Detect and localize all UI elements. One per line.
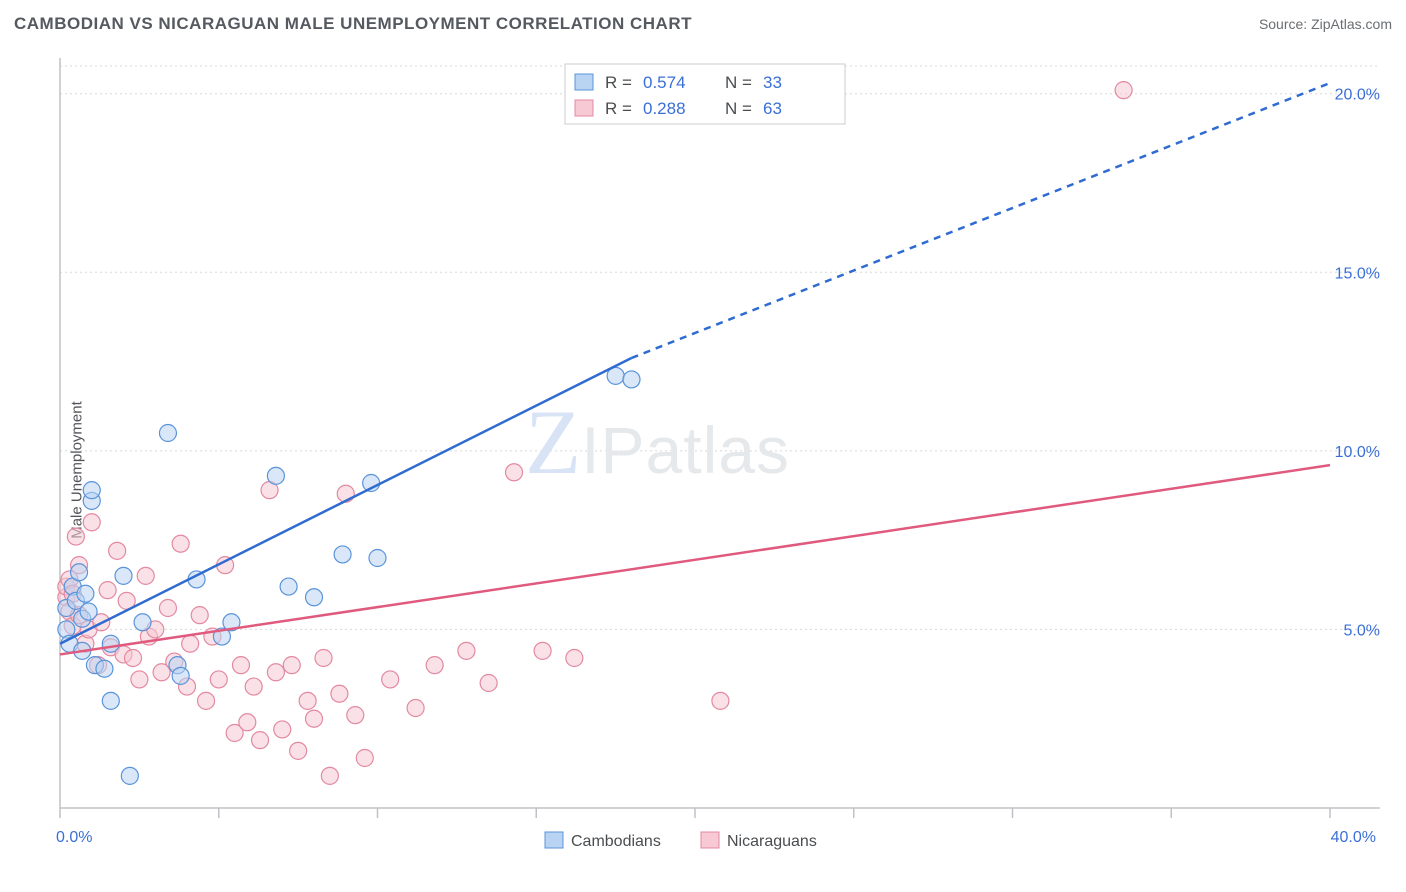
data-point-nicaraguans — [125, 650, 142, 667]
data-point-cambodians — [102, 692, 119, 709]
data-point-nicaraguans — [172, 535, 189, 552]
data-point-nicaraguans — [331, 685, 348, 702]
x-tick-label: 40.0% — [1331, 829, 1376, 846]
legend-r-value-nicaraguans: 0.288 — [643, 99, 686, 118]
data-point-nicaraguans — [426, 657, 443, 674]
chart-source: Source: ZipAtlas.com — [1259, 16, 1392, 32]
data-point-cambodians — [334, 546, 351, 563]
data-point-cambodians — [115, 567, 132, 584]
legend-swatch-nicaraguans — [575, 100, 593, 116]
data-point-cambodians — [623, 371, 640, 388]
legend-r-label: R = — [605, 73, 632, 92]
data-point-nicaraguans — [382, 671, 399, 688]
data-point-nicaraguans — [159, 600, 176, 617]
data-point-nicaraguans — [566, 650, 583, 667]
data-point-cambodians — [77, 585, 94, 602]
chart-header: CAMBODIAN VS NICARAGUAN MALE UNEMPLOYMEN… — [14, 14, 1392, 34]
data-point-nicaraguans — [1115, 82, 1132, 99]
legend-n-value-nicaraguans: 63 — [763, 99, 782, 118]
data-point-nicaraguans — [83, 514, 100, 531]
data-point-nicaraguans — [210, 671, 227, 688]
data-point-nicaraguans — [245, 678, 262, 695]
source-name: ZipAtlas.com — [1311, 16, 1392, 32]
data-point-nicaraguans — [290, 742, 307, 759]
bottom-legend-label-nicaraguans: Nicaraguans — [727, 833, 817, 850]
data-point-nicaraguans — [99, 582, 116, 599]
data-point-nicaraguans — [356, 750, 373, 767]
legend-n-value-cambodians: 33 — [763, 73, 782, 92]
data-point-cambodians — [159, 425, 176, 442]
chart-area: Male Unemployment ZIPatlas0.0%40.0%5.0%1… — [0, 48, 1406, 892]
data-point-cambodians — [80, 603, 97, 620]
data-point-nicaraguans — [480, 675, 497, 692]
legend-swatch-cambodians — [575, 74, 593, 90]
data-point-cambodians — [172, 667, 189, 684]
bottom-legend-label-cambodians: Cambodians — [571, 833, 661, 850]
chart-title: CAMBODIAN VS NICARAGUAN MALE UNEMPLOYMEN… — [14, 14, 692, 34]
data-point-nicaraguans — [274, 721, 291, 738]
data-point-nicaraguans — [299, 692, 316, 709]
y-tick-label: 5.0% — [1344, 622, 1380, 639]
legend-r-value-cambodians: 0.574 — [643, 73, 686, 92]
bottom-legend-swatch-cambodians — [545, 832, 563, 848]
trend-line-cambodians — [60, 358, 632, 644]
data-point-nicaraguans — [267, 664, 284, 681]
data-point-cambodians — [369, 550, 386, 567]
data-point-nicaraguans — [191, 607, 208, 624]
x-tick-label: 0.0% — [56, 829, 92, 846]
data-point-nicaraguans — [306, 710, 323, 727]
data-point-nicaraguans — [232, 657, 249, 674]
data-point-nicaraguans — [109, 542, 126, 559]
data-point-cambodians — [306, 589, 323, 606]
data-point-nicaraguans — [321, 767, 338, 784]
data-point-nicaraguans — [407, 700, 424, 717]
data-point-cambodians — [121, 767, 138, 784]
watermark: ZIPatlas — [525, 391, 790, 493]
data-point-nicaraguans — [252, 732, 269, 749]
data-point-nicaraguans — [239, 714, 256, 731]
trend-line-nicaraguans — [60, 465, 1330, 654]
data-point-cambodians — [83, 482, 100, 499]
y-tick-label: 10.0% — [1335, 444, 1380, 461]
data-point-cambodians — [280, 578, 297, 595]
data-point-cambodians — [102, 635, 119, 652]
data-point-nicaraguans — [347, 707, 364, 724]
data-point-cambodians — [267, 467, 284, 484]
source-prefix: Source: — [1259, 16, 1311, 32]
data-point-cambodians — [71, 564, 88, 581]
data-point-nicaraguans — [283, 657, 300, 674]
scatter-plot: ZIPatlas 0.0% 40.0% 5.0% 10.0% 15.0% 20.0% R = 0… — [50, 48, 1390, 868]
data-point-nicaraguans — [131, 671, 148, 688]
data-point-nicaraguans — [67, 528, 84, 545]
data-point-nicaraguans — [506, 464, 523, 481]
bottom-legend-swatch-nicaraguans — [701, 832, 719, 848]
legend-n-label: N = — [725, 73, 752, 92]
legend-r-label: R = — [605, 99, 632, 118]
data-point-nicaraguans — [137, 567, 154, 584]
data-point-nicaraguans — [182, 635, 199, 652]
data-point-nicaraguans — [458, 642, 475, 659]
data-point-nicaraguans — [712, 692, 729, 709]
data-point-nicaraguans — [534, 642, 551, 659]
y-tick-label: 20.0% — [1335, 87, 1380, 104]
y-tick-label: 15.0% — [1335, 265, 1380, 282]
data-point-nicaraguans — [315, 650, 332, 667]
legend-n-label: N = — [725, 99, 752, 118]
data-point-nicaraguans — [198, 692, 215, 709]
data-point-cambodians — [134, 614, 151, 631]
data-point-cambodians — [96, 660, 113, 677]
